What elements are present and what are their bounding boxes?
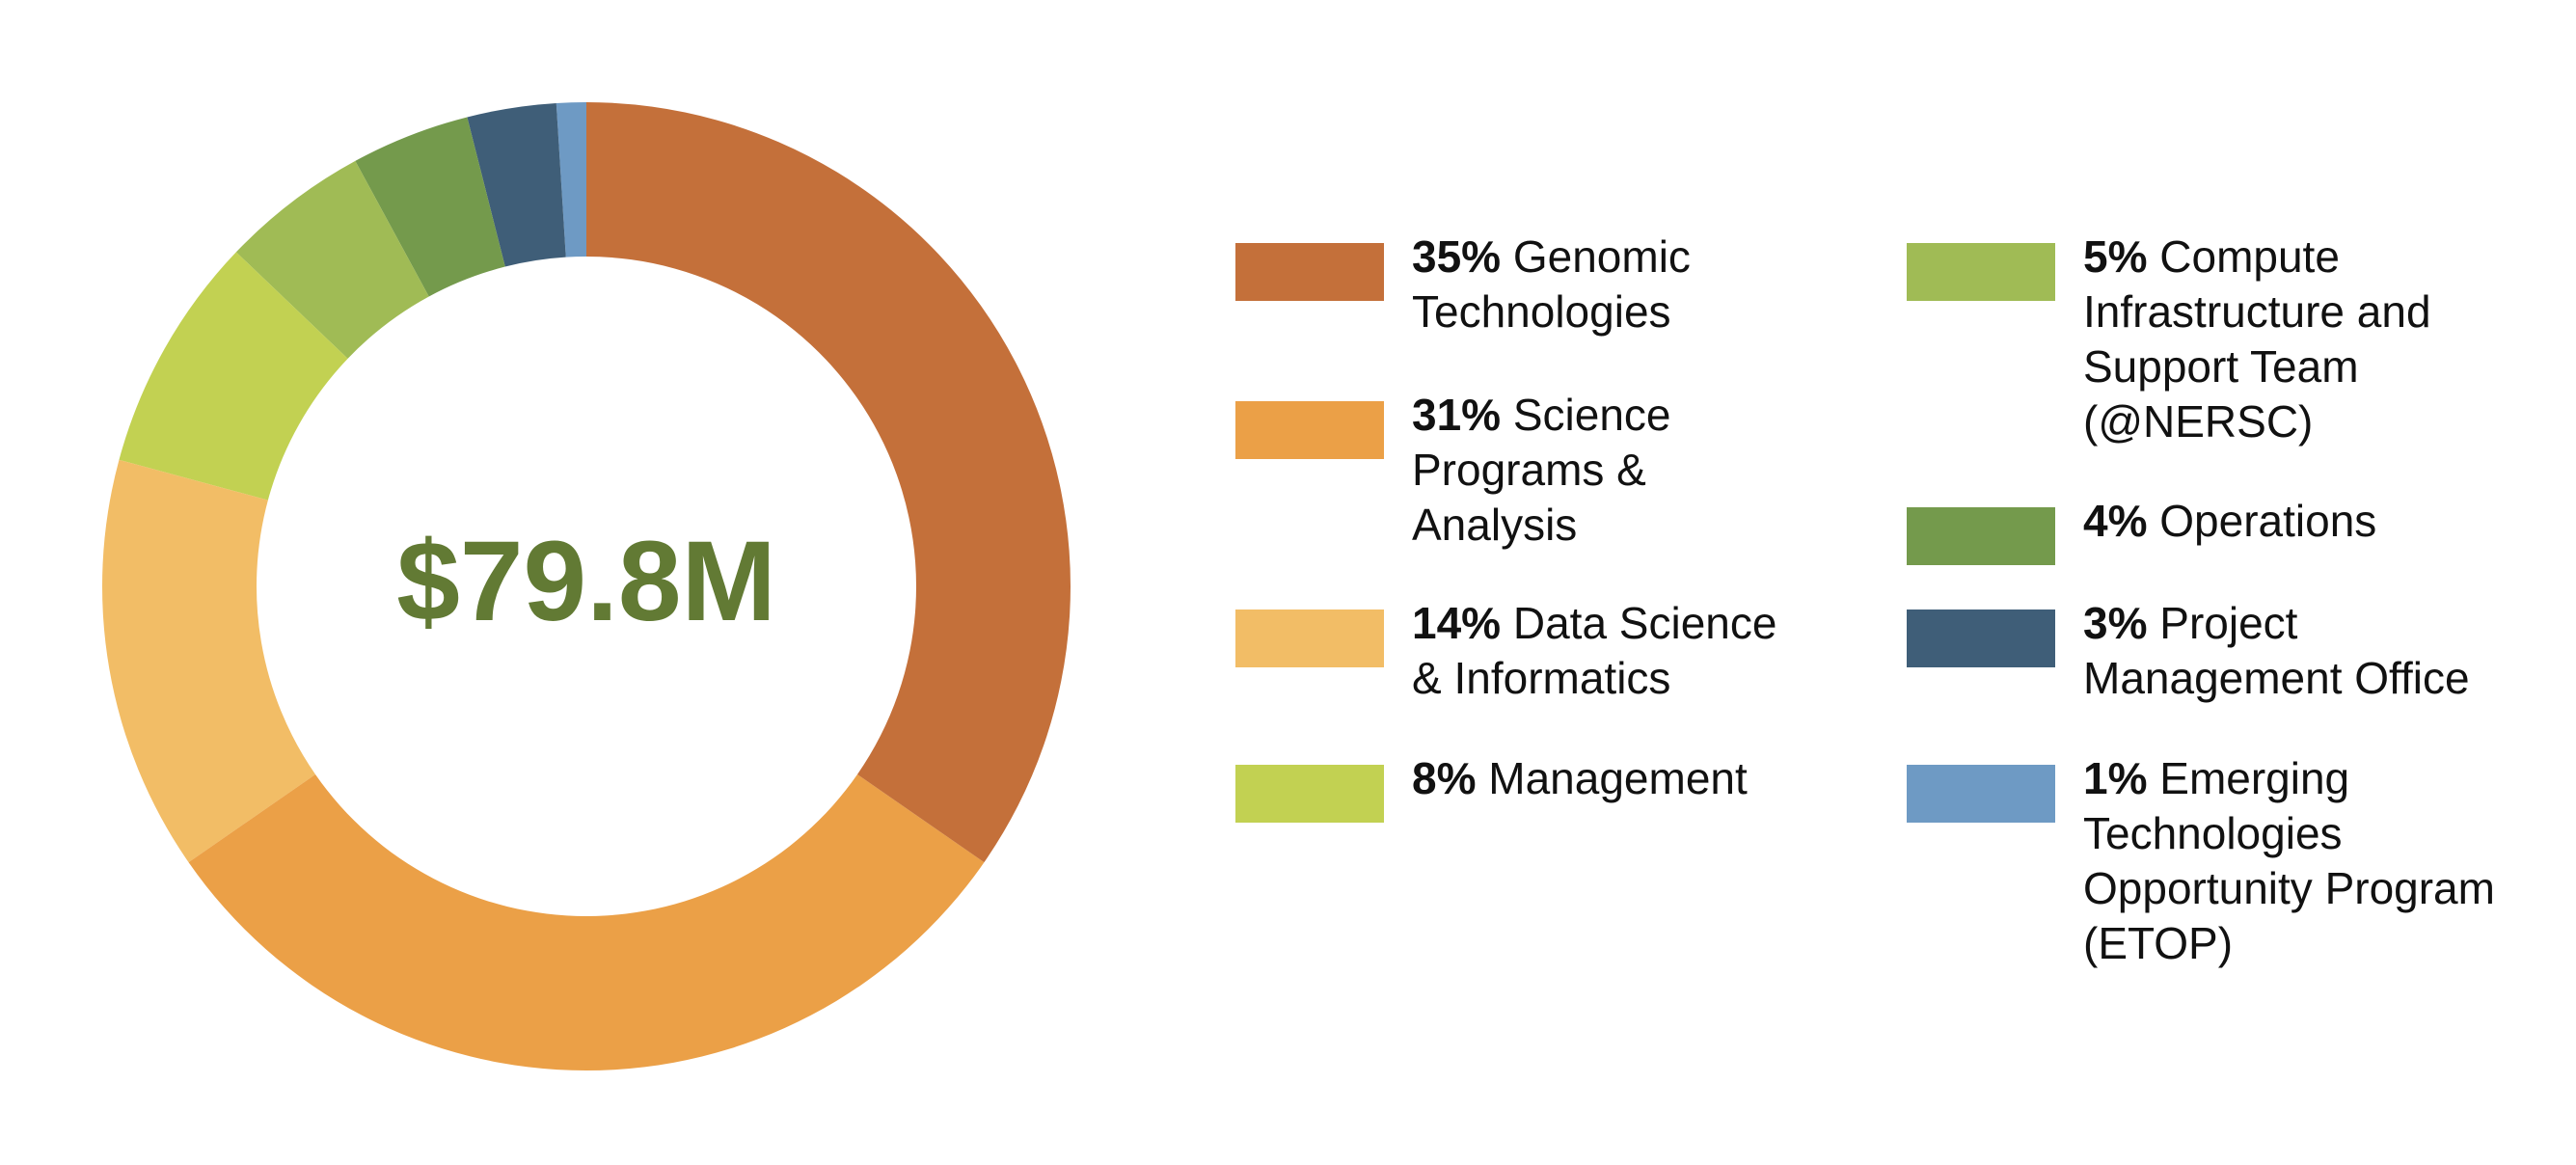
legend-percent: 8% [1412,753,1477,803]
legend-swatch [1235,401,1384,459]
legend-swatch [1907,243,2055,301]
legend-percent: 5% [2083,231,2148,282]
legend-swatch [1907,765,2055,823]
legend-label: Emerging Technologies Opportunity Progra… [2083,753,2495,968]
legend-label: Management [1488,753,1748,803]
donut-segment [188,773,985,1070]
legend-label: Compute Infrastructure and Support Team … [2083,231,2431,447]
legend-swatch [1907,507,2055,565]
donut-segment [467,102,566,267]
legend-percent: 14% [1412,598,1502,648]
legend-percent: 31% [1412,390,1502,440]
legend-text: 14% Data Science & Informatics [1412,596,1798,706]
legend-label: Genomic Technologies [1412,231,1691,337]
legend-label: Project Management Office [2083,598,2470,703]
donut-segment [101,459,316,863]
legend-label: Data Science & Informatics [1412,598,1777,703]
donut-segment [586,102,1071,863]
legend-text: 5% Compute Infrastructure and Support Te… [2083,230,2527,449]
legend-swatch [1235,243,1384,301]
legend-text: 31% Science Programs & Analysis [1412,388,1798,553]
legend-swatch [1907,610,2055,667]
legend-text: 3% Project Management Office [2083,596,2527,706]
legend-text: 4% Operations [2083,494,2527,549]
legend-label: Operations [2159,496,2377,546]
legend-percent: 3% [2083,598,2148,648]
center-label: $79.8M [396,518,776,645]
legend-swatch [1235,765,1384,823]
donut-segment [119,252,348,501]
donut-segment [355,117,505,297]
donut-chart: $79.8M [101,102,1071,1070]
legend-text: 1% Emerging Technologies Opportunity Pro… [2083,751,2527,971]
legend-percent: 4% [2083,496,2148,546]
legend-text: 8% Management [1412,751,1798,806]
legend-label: Science Programs & Analysis [1412,390,1671,550]
legend-swatch [1235,610,1384,667]
legend-percent: 35% [1412,231,1502,282]
legend-text: 35% Genomic Technologies [1412,230,1798,339]
donut-segment [235,160,429,359]
donut-segment [556,102,586,257]
legend-percent: 1% [2083,753,2148,803]
